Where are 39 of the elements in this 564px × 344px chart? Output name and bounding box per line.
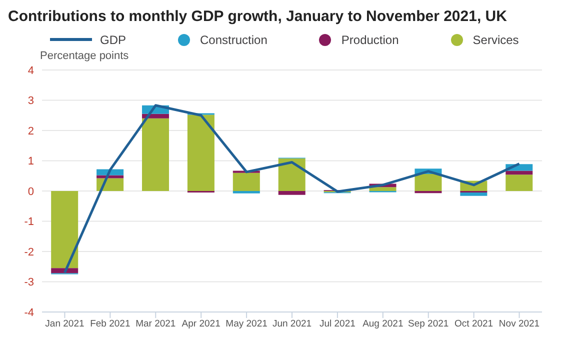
x-tick-label: Mar 2021 (136, 318, 176, 330)
x-tick-label: Jun 2021 (272, 318, 312, 330)
y-axis-title: Percentage points (39, 50, 130, 64)
y-tick-label: 3 (28, 95, 34, 108)
x-tick-label: Apr 2021 (182, 318, 220, 330)
y-tick-label: -1 (24, 216, 34, 228)
y-tick-label: 1 (28, 156, 34, 168)
x-tick-label: Aug 2021 (362, 318, 404, 330)
bar (506, 174, 533, 191)
bar (278, 158, 306, 191)
x-tick-label: Jan 2021 (45, 318, 84, 330)
bar (278, 191, 306, 195)
line-series (63, 104, 521, 274)
y-tick-label: -2 (24, 246, 34, 258)
y-tick-label: 2 (28, 125, 34, 138)
bar (460, 192, 488, 196)
x-tick-label: Nov 2021 (498, 318, 540, 330)
legend-label: Production (341, 33, 399, 47)
bar (142, 118, 169, 191)
x-tick-label: May 2021 (226, 318, 268, 330)
y-tick-label: 0 (28, 186, 34, 198)
bar (51, 191, 78, 268)
bar (232, 172, 260, 191)
y-tick-label: -3 (24, 276, 34, 289)
bar (414, 174, 442, 191)
bar (506, 170, 533, 175)
legend-label: Construction (200, 33, 268, 47)
x-tick-label: Jul 2021 (319, 318, 356, 330)
y-tick-label: 4 (28, 64, 34, 77)
chart-title: Contributions to monthly GDP growth, January to November 2021, UK (8, 8, 508, 27)
bar (187, 114, 214, 191)
bar (369, 187, 396, 191)
legend-label: Services (472, 33, 519, 47)
legend-label: GDP (100, 33, 126, 47)
y-tick-label: -4 (24, 306, 34, 319)
x-tick-label: Feb 2021 (90, 318, 130, 330)
bar (51, 268, 78, 274)
x-tick-label: Sep 2021 (408, 318, 449, 330)
x-tick-label: Oct 2021 (454, 318, 494, 330)
